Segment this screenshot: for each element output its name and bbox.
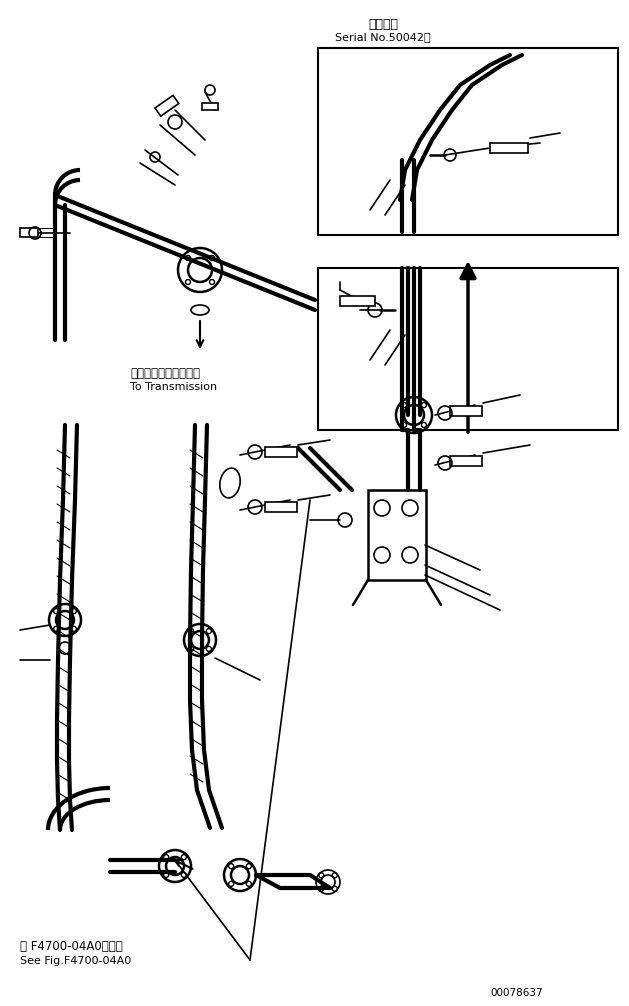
Bar bbox=[450, 456, 482, 466]
Bar bbox=[490, 143, 528, 153]
Ellipse shape bbox=[220, 468, 240, 498]
Text: Serial No.50042～: Serial No.50042～ bbox=[335, 32, 431, 42]
Bar bbox=[155, 96, 179, 116]
Bar bbox=[318, 48, 618, 235]
Bar bbox=[450, 406, 482, 416]
Bar bbox=[20, 228, 38, 237]
Bar bbox=[368, 490, 426, 580]
Ellipse shape bbox=[191, 305, 209, 315]
Text: See Fig.F4700-04A0: See Fig.F4700-04A0 bbox=[20, 956, 131, 966]
Bar bbox=[265, 447, 297, 457]
Text: To Transmission: To Transmission bbox=[130, 382, 217, 392]
Bar bbox=[318, 268, 618, 430]
Text: 適用号機: 適用号機 bbox=[368, 18, 398, 31]
Bar bbox=[202, 103, 218, 110]
Text: 第 F4700-04A0図参照: 第 F4700-04A0図参照 bbox=[20, 940, 123, 953]
Text: トランスミッションへ: トランスミッションへ bbox=[130, 367, 200, 380]
Bar bbox=[265, 502, 297, 512]
Bar bbox=[340, 296, 375, 306]
Text: 00078637: 00078637 bbox=[490, 988, 543, 998]
